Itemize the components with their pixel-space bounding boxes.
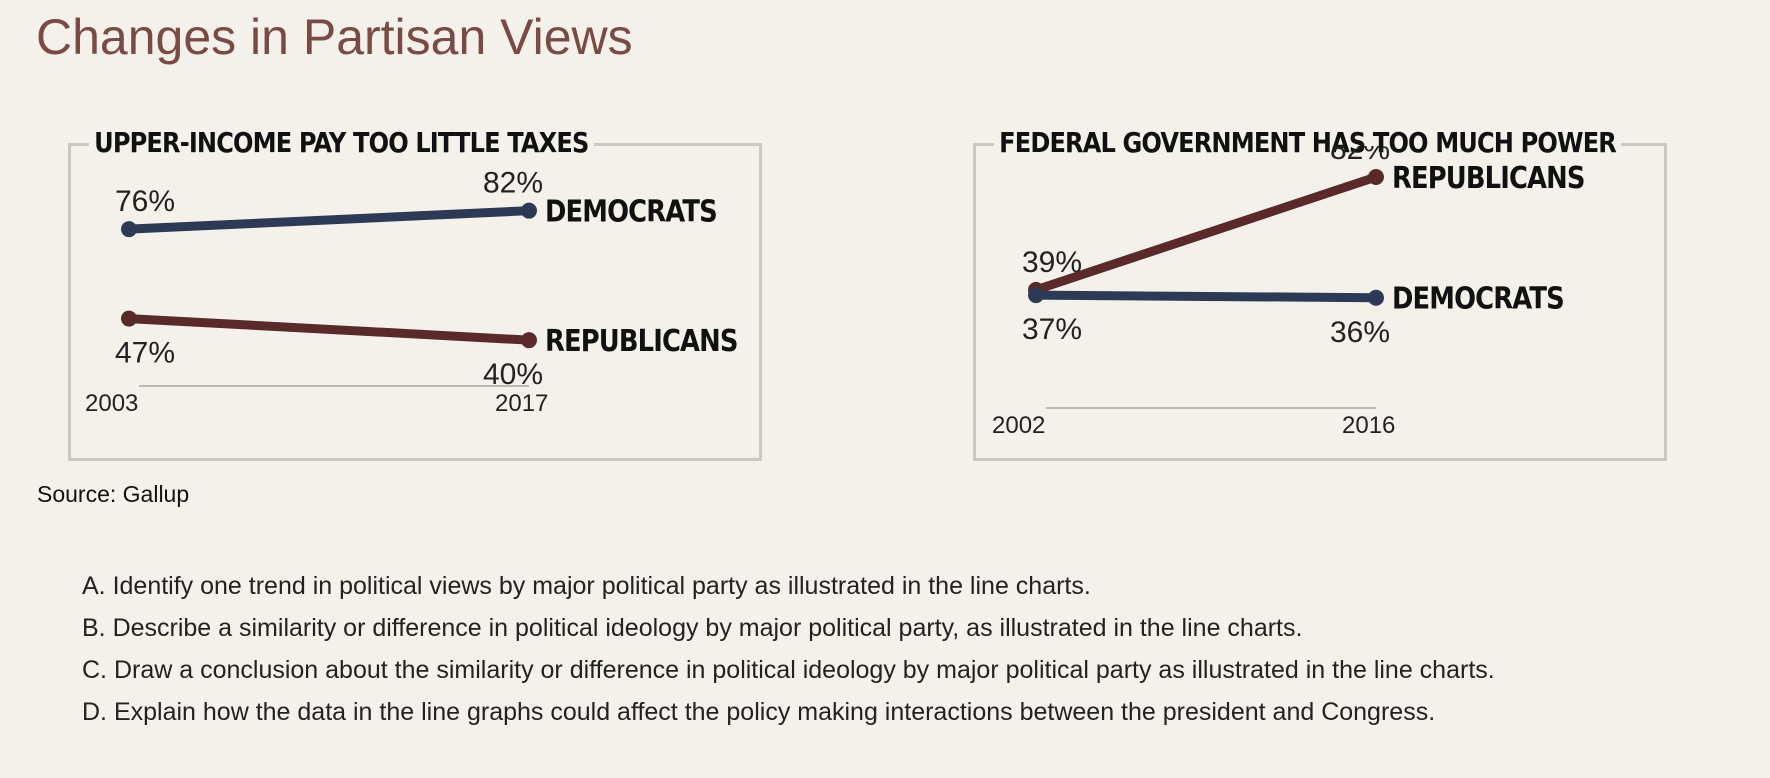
series-line-democrats	[1031, 290, 1381, 303]
data-point-democrats	[121, 221, 137, 238]
value-label: 37%	[1022, 313, 1082, 346]
page-title: Changes in Partisan Views	[36, 9, 633, 65]
data-point-republicans	[121, 310, 137, 327]
line-chart-svg: 2002 2016 39% 82%REPUBLICANS 37% 36%DEMOCRATS	[992, 146, 1585, 439]
value-label: 76%	[115, 185, 175, 218]
series-name-label: REPUBLICANS	[1392, 160, 1585, 195]
value-label: 39%	[1022, 246, 1082, 279]
series-line-republicans	[124, 314, 534, 345]
value-label: 36%	[1330, 316, 1390, 349]
question-item: D. Explain how the data in the line grap…	[82, 698, 1436, 726]
series-name-label: DEMOCRATS	[545, 194, 717, 229]
data-point-democrats	[521, 202, 537, 219]
line-chart-svg: 2003 2017 76% 82%DEMOCRATS 47% 40%REPUBLICANS	[85, 167, 738, 417]
series-name-label: DEMOCRATS	[1392, 281, 1564, 316]
series-line-republicans	[1031, 172, 1381, 295]
chart-upper-income-taxes: UPPER-INCOME PAY TOO LITTLE TAXES 2003 20…	[68, 126, 762, 461]
series-name-label: REPUBLICANS	[545, 323, 738, 358]
value-label: 47%	[115, 337, 175, 370]
chart-title: FEDERAL GOVERNMENT HAS TOO MUCH POWER	[994, 126, 1622, 159]
data-point-democrats	[1368, 289, 1384, 306]
value-label: 40%	[483, 358, 543, 391]
chart-federal-government-power: FEDERAL GOVERNMENT HAS TOO MUCH POWER 20…	[973, 126, 1667, 461]
data-point-republicans	[521, 332, 537, 349]
question-list: A. Identify one trend in political views…	[82, 572, 1495, 740]
x-tick-label: 2017	[495, 390, 548, 417]
data-point-democrats	[1028, 287, 1044, 304]
question-item: B. Describe a similarity or difference i…	[82, 614, 1303, 642]
source-note: Source: Gallup	[37, 481, 190, 507]
question-item: A. Identify one trend in political views…	[82, 572, 1091, 600]
x-tick-label: 2016	[1342, 412, 1395, 439]
value-label: 82%	[483, 167, 543, 200]
chart-title: UPPER-INCOME PAY TOO LITTLE TAXES	[89, 126, 594, 159]
value-label: 82%	[1330, 146, 1390, 166]
x-tick-label: 2002	[992, 412, 1045, 439]
series-line-democrats	[124, 206, 534, 234]
data-point-republicans	[1368, 169, 1384, 185]
x-tick-label: 2003	[85, 390, 138, 417]
question-item: C. Draw a conclusion about the similarit…	[82, 656, 1495, 684]
